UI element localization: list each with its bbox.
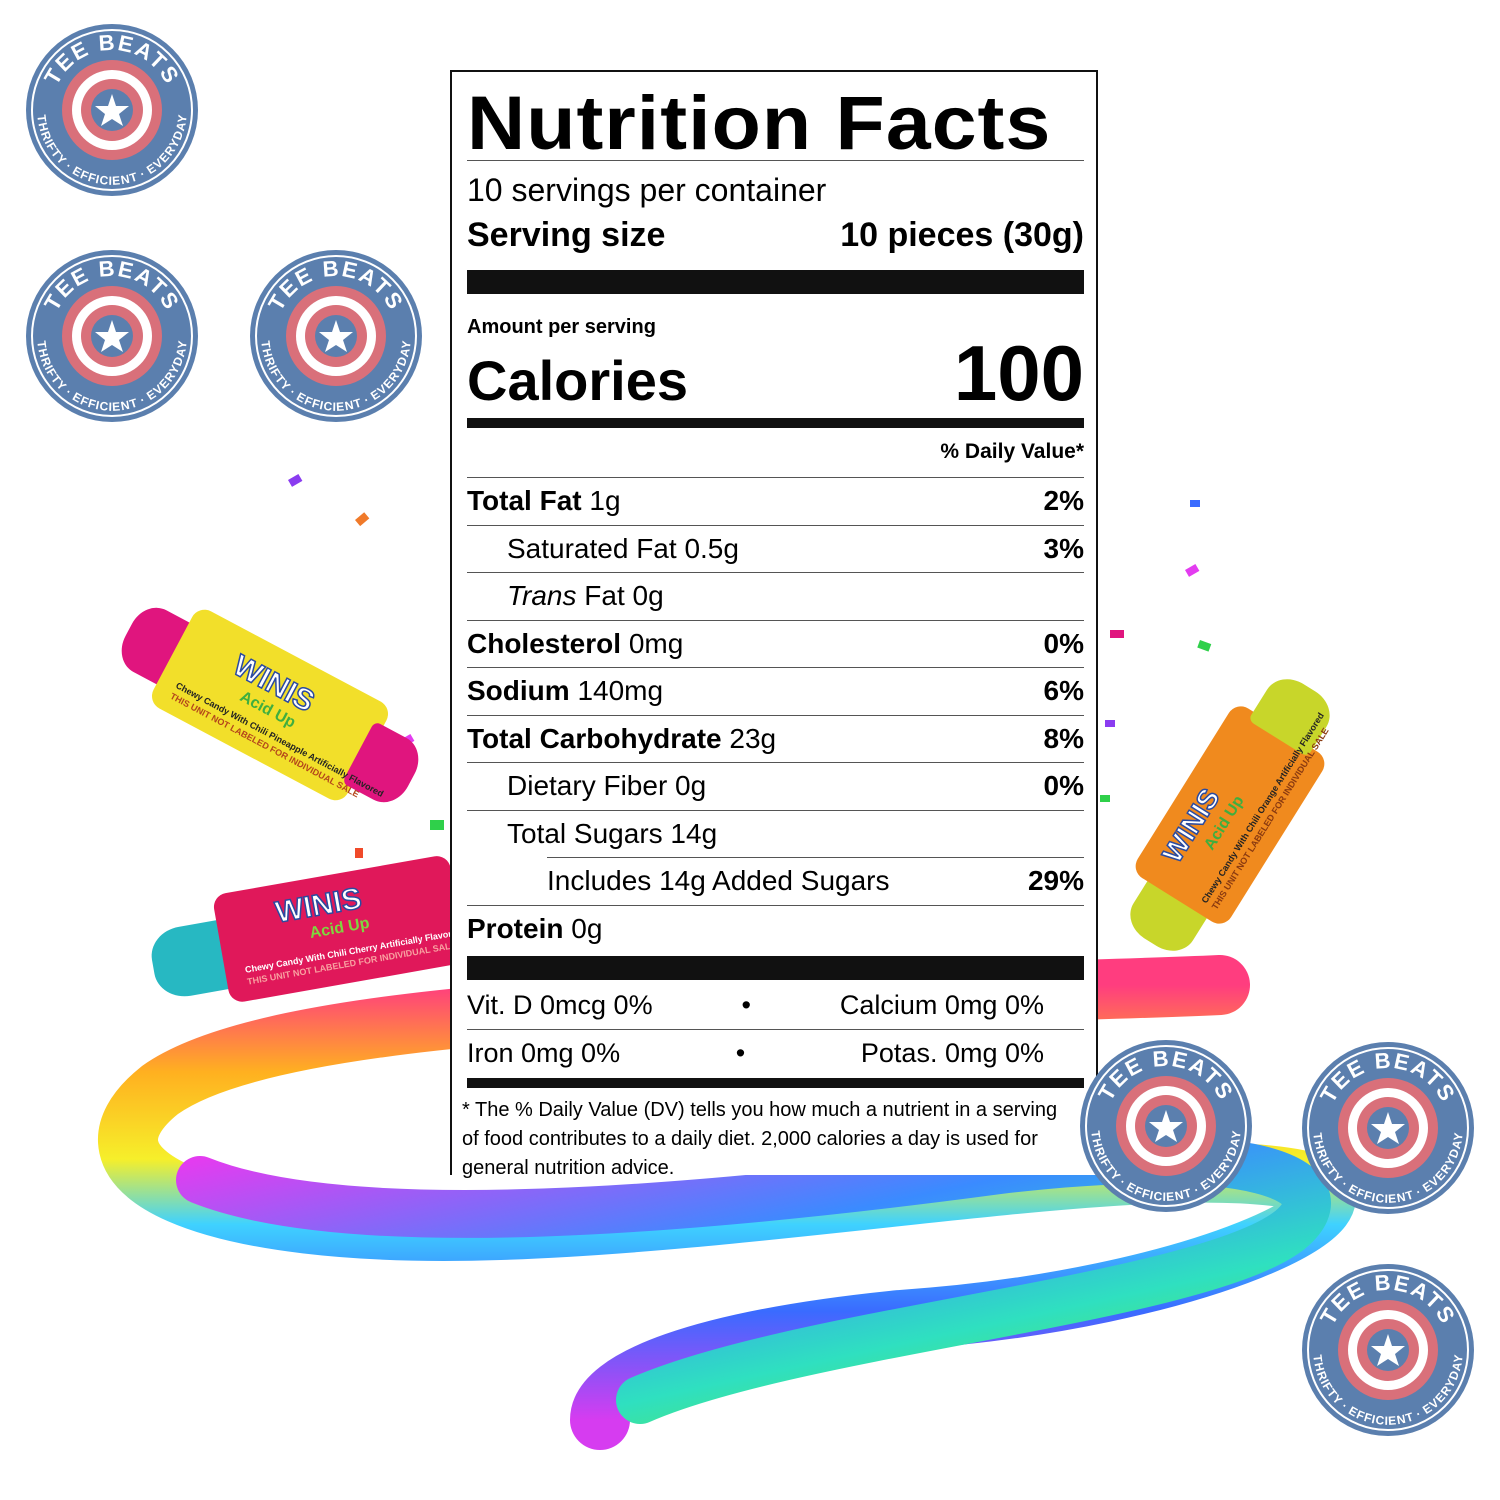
nutrient-row: Includes 14g Added Sugars 29% bbox=[467, 857, 1084, 904]
nutrient-name: Total Fat bbox=[467, 485, 582, 516]
nutrient-name: Total Sugars bbox=[507, 817, 663, 849]
vitamin-value: Iron 0mg 0% bbox=[467, 1037, 621, 1068]
nutrient-name: Sodium bbox=[467, 675, 570, 706]
footnote: * The % Daily Value (DV) tells you how m… bbox=[462, 1099, 1058, 1179]
nutrient-dv: 6% bbox=[1043, 675, 1084, 706]
nutrient-row: Sodium 140mg 6% bbox=[467, 667, 1084, 714]
nutrient-amount: 23g bbox=[729, 722, 777, 754]
nutrient-dv: 29% bbox=[1027, 864, 1084, 896]
calories: Calories 100 bbox=[467, 329, 1084, 417]
nutrient-name: Trans bbox=[507, 580, 577, 611]
tee-beats-logo: TEE BEATS THRIFTY · EFFICIENT · EVERYDAY bbox=[1078, 1038, 1254, 1214]
tee-beats-logo: TEE BEATS THRIFTY · EFFICIENT · EVERYDAY bbox=[24, 22, 200, 198]
nutrient-row: Total Carbohydrate 23g 8% bbox=[467, 714, 1084, 762]
nutrient-amount: 0.5g bbox=[684, 532, 739, 564]
nutrient-name: Cholesterol bbox=[467, 627, 622, 659]
vitamin-value: Potas. 0mg 0% bbox=[860, 1037, 1044, 1068]
bullet: • bbox=[741, 990, 751, 1020]
nutrient-name: Total Carbohydrate bbox=[467, 722, 722, 754]
nutrient-dv: 8% bbox=[1043, 722, 1084, 754]
nutrient-dv: 0% bbox=[1043, 770, 1084, 801]
tee-beats-logo: TEE BEATS THRIFTY · EFFICIENT · EVERYDAY bbox=[248, 248, 424, 424]
nutrient-amount: 140mg bbox=[577, 675, 664, 706]
nutrient-amount: Fat 0g bbox=[584, 580, 664, 611]
vitamin-value: Calcium 0mg 0% bbox=[839, 990, 1044, 1020]
serving-size: Serving size 10 pieces (30g) bbox=[467, 216, 1084, 254]
tee-beats-logo: TEE BEATS THRIFTY · EFFICIENT · EVERYDAY bbox=[24, 248, 200, 424]
nutrient-amount: 14g bbox=[670, 817, 718, 849]
nutrient-amount: 0mg bbox=[628, 627, 684, 659]
nutrient-name: Protein bbox=[467, 912, 564, 944]
vitamin-row: Vit. D 0mcg 0% • Calcium 0mg 0% bbox=[467, 982, 1084, 1029]
nutrient-row: Total Fat 1g 2% bbox=[467, 477, 1084, 524]
nutrient-dv: 2% bbox=[1043, 485, 1084, 516]
vitamin-value: Vit. D 0mcg 0% bbox=[467, 990, 653, 1020]
nutrient-row: Cholesterol 0mg 0% bbox=[467, 619, 1084, 667]
tee-beats-logo: TEE BEATS THRIFTY · EFFICIENT · EVERYDAY bbox=[1300, 1040, 1476, 1216]
nutrient-row: Dietary Fiber 0g 0% bbox=[467, 762, 1084, 809]
nutrient-row: Total Sugars 14g bbox=[467, 809, 1084, 857]
nutrient-amount: 1g bbox=[589, 485, 621, 516]
nutrient-row: Protein 0g bbox=[467, 904, 1084, 952]
nutrient-amount: 0g bbox=[571, 912, 603, 944]
nutrient-dv: 0% bbox=[1043, 627, 1084, 659]
nutrient-name: Dietary Fiber bbox=[507, 770, 668, 801]
nutrient-amount: 0g bbox=[675, 770, 707, 801]
nutrient-row: Trans Fat 0g bbox=[467, 572, 1084, 619]
bullet: • bbox=[735, 1037, 746, 1068]
label-title: Nutrition Facts bbox=[467, 81, 1052, 166]
nutrition-facts-label: Nutrition Facts 10 servings per containe… bbox=[450, 70, 1098, 1179]
nutrient-dv: 3% bbox=[1043, 532, 1084, 564]
nutrient-name: Saturated Fat bbox=[507, 532, 677, 564]
servings-per-container: 10 servings per container bbox=[467, 172, 827, 208]
tee-beats-logo: TEE BEATS THRIFTY · EFFICIENT · EVERYDAY bbox=[1300, 1262, 1476, 1438]
nutrient-row: Saturated Fat 0.5g 3% bbox=[467, 524, 1084, 572]
nutrient-name: Includes 14g Added Sugars bbox=[547, 864, 890, 896]
vitamin-row: Iron 0mg 0% • Potas. 0mg 0% bbox=[467, 1029, 1084, 1076]
